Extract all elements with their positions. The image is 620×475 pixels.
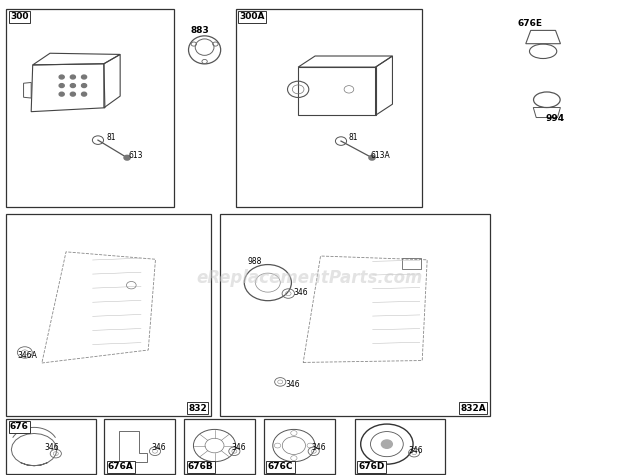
Bar: [6, 419, 96, 474]
Circle shape: [81, 75, 87, 79]
Bar: [355, 419, 445, 474]
Circle shape: [81, 92, 87, 96]
Text: 994: 994: [546, 114, 565, 123]
Circle shape: [381, 440, 392, 448]
Bar: [220, 214, 490, 416]
Text: 676D: 676D: [358, 462, 385, 471]
Circle shape: [369, 155, 375, 160]
Text: 988: 988: [248, 257, 262, 266]
Text: 832A: 832A: [460, 404, 486, 413]
Bar: [6, 10, 174, 207]
Text: 346A: 346A: [17, 351, 37, 360]
Text: 346: 346: [312, 443, 327, 452]
Circle shape: [59, 92, 64, 96]
Bar: [6, 214, 211, 416]
Text: eReplacementParts.com: eReplacementParts.com: [197, 269, 423, 287]
Text: 613A: 613A: [371, 152, 391, 160]
Circle shape: [124, 155, 130, 160]
Text: 832: 832: [188, 404, 207, 413]
Text: 300: 300: [10, 12, 29, 21]
Bar: [402, 258, 421, 269]
Text: 346: 346: [232, 443, 247, 452]
Text: 346: 346: [152, 443, 167, 452]
Text: 81: 81: [107, 133, 116, 142]
Text: 676B: 676B: [188, 462, 214, 471]
Circle shape: [70, 75, 76, 79]
Text: 346: 346: [408, 446, 423, 455]
Text: 81: 81: [348, 133, 358, 142]
Text: 676: 676: [10, 422, 29, 431]
Text: 300A: 300A: [239, 12, 265, 21]
Text: 346: 346: [45, 443, 60, 452]
Bar: [104, 419, 175, 474]
Text: 613: 613: [129, 152, 143, 160]
Text: 676C: 676C: [268, 462, 293, 471]
Circle shape: [81, 84, 87, 87]
Bar: [184, 419, 255, 474]
Circle shape: [70, 92, 76, 96]
Text: 676A: 676A: [108, 462, 134, 471]
Text: 346: 346: [285, 380, 300, 389]
Bar: [236, 10, 422, 207]
Circle shape: [59, 75, 64, 79]
Text: 676E: 676E: [518, 19, 542, 28]
Text: 346: 346: [293, 288, 308, 296]
Circle shape: [59, 84, 64, 87]
Circle shape: [70, 84, 76, 87]
Bar: [264, 419, 335, 474]
Text: 883: 883: [191, 26, 210, 35]
